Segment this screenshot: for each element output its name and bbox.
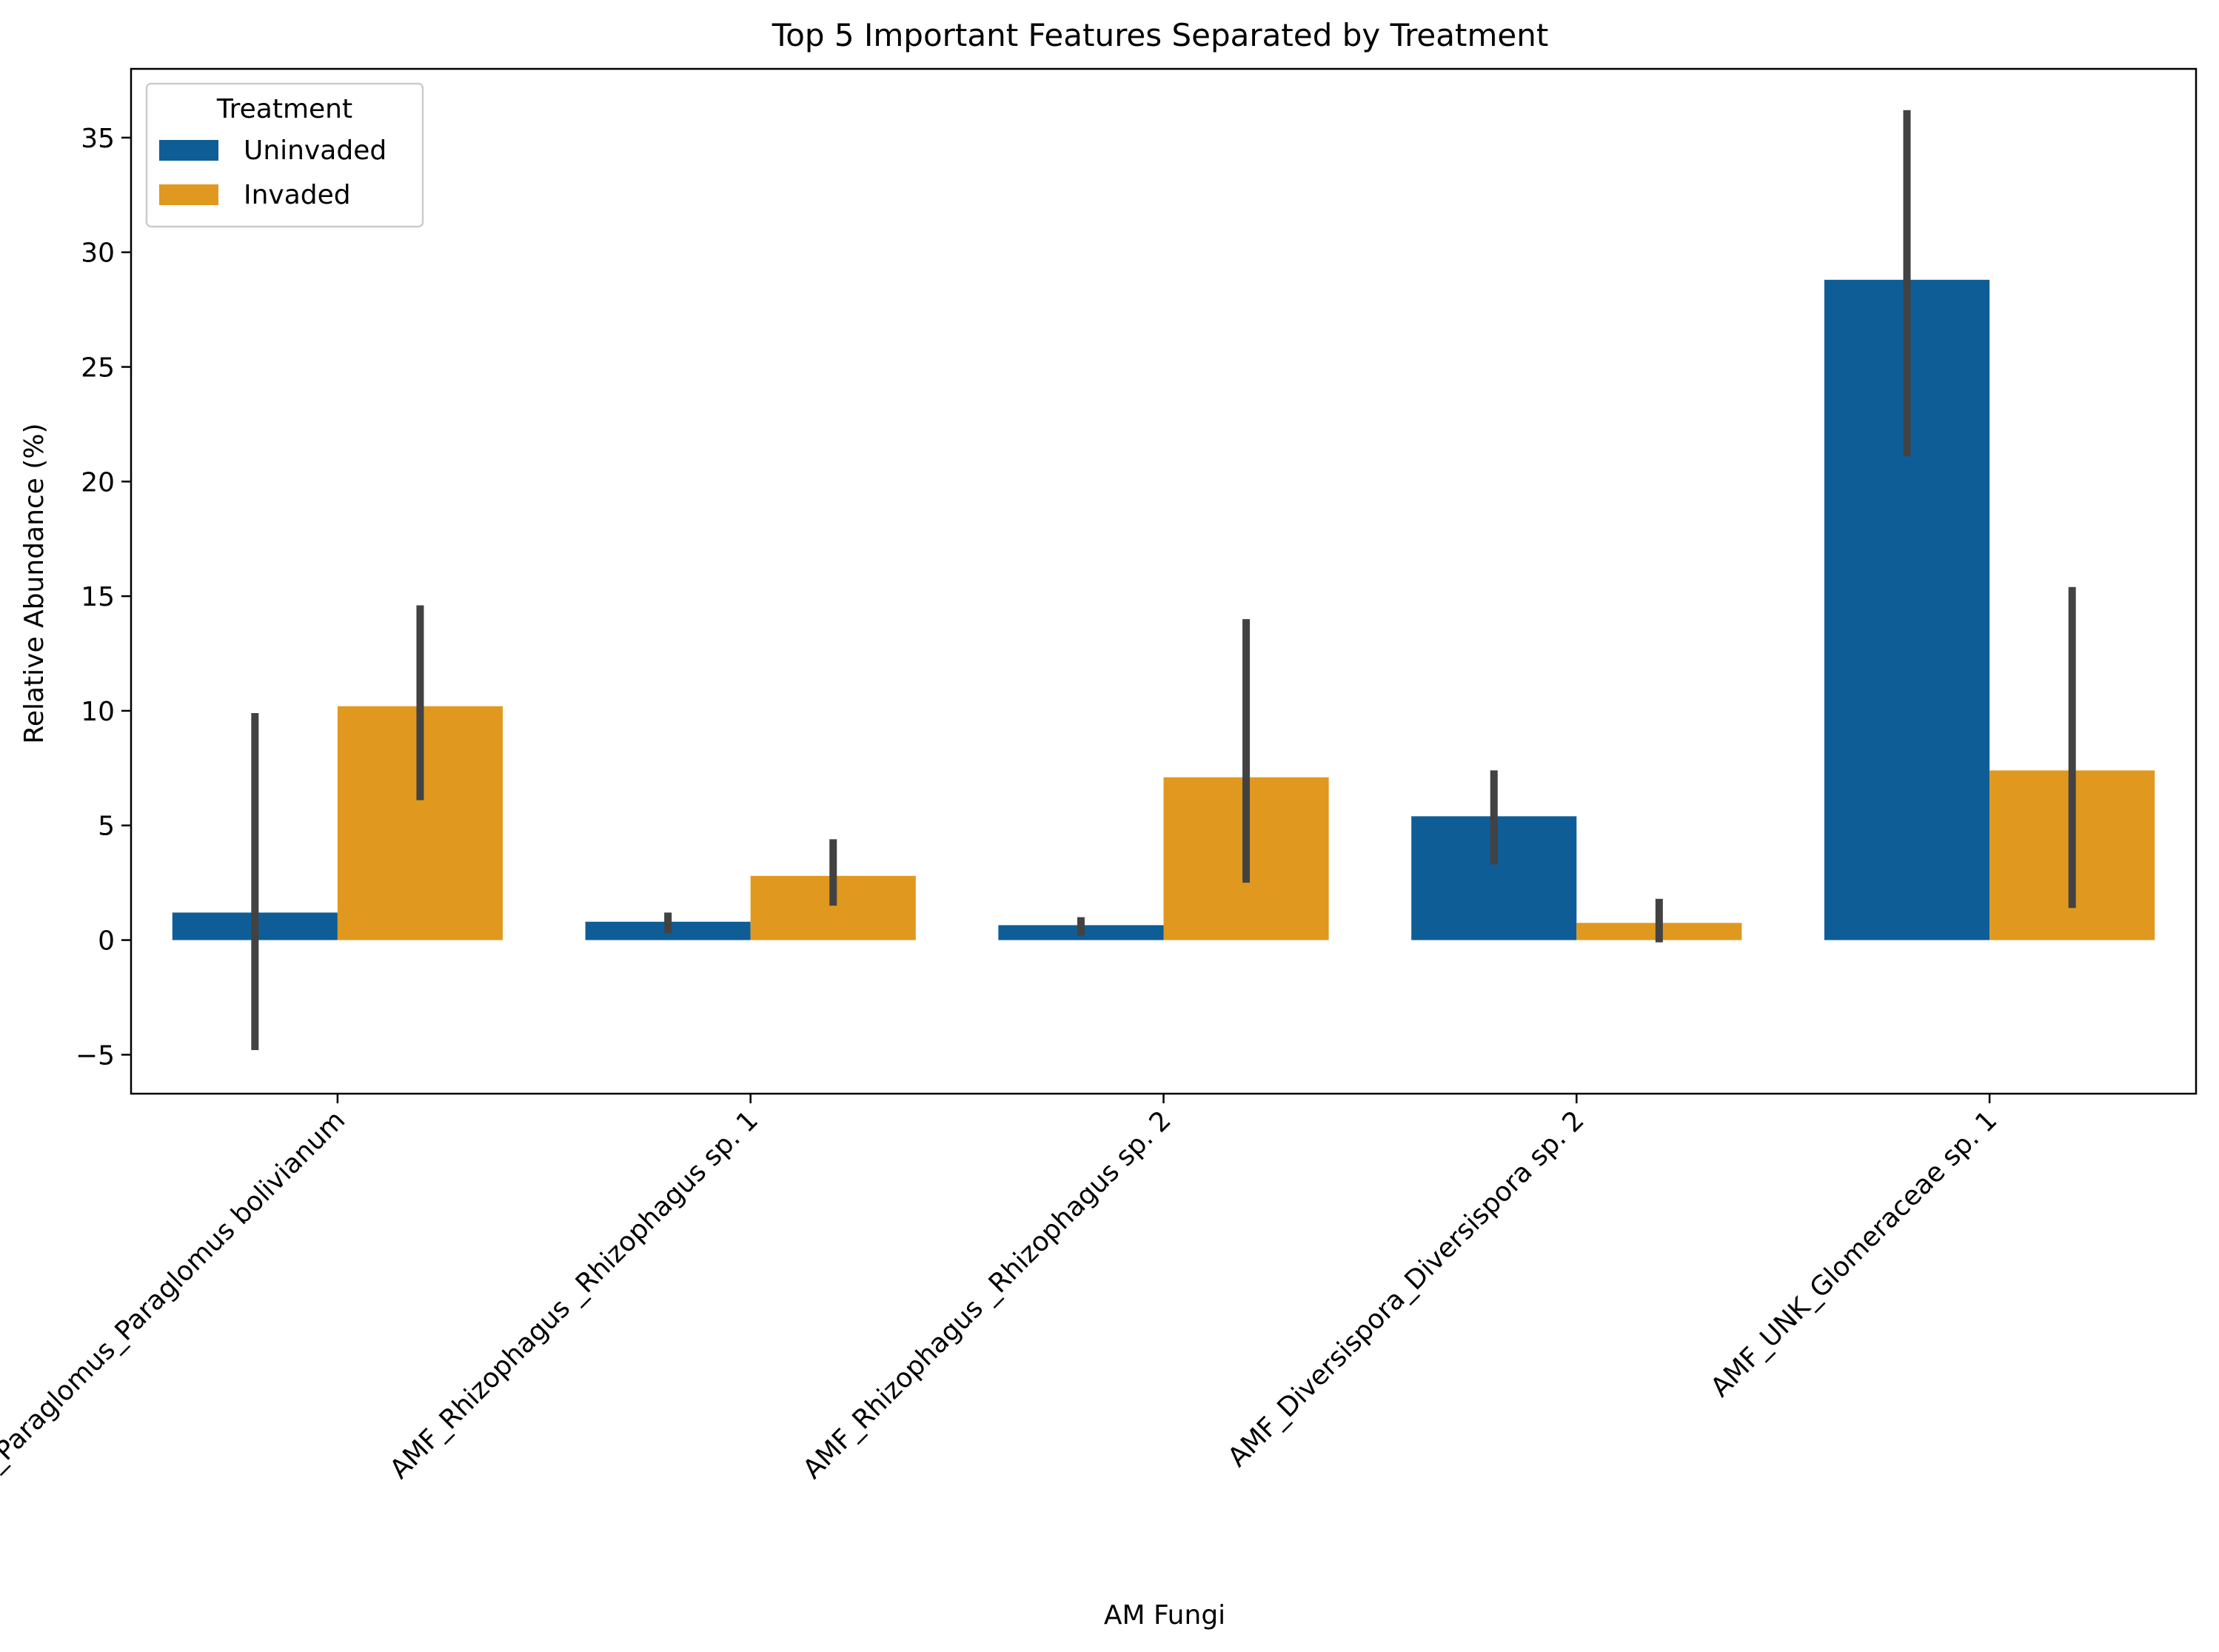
- y-tick-label: 30: [81, 238, 115, 269]
- y-tick-label: 5: [98, 812, 115, 842]
- legend: Treatment Uninvaded Invaded: [145, 82, 424, 228]
- x-axis-label: AM Fungi: [1104, 1600, 1225, 1631]
- y-tick-label: 25: [81, 353, 115, 384]
- y-tick-label: −5: [76, 1040, 115, 1071]
- legend-label-invaded: Invaded: [244, 180, 351, 210]
- y-tick-label: 0: [98, 926, 115, 957]
- legend-label-uninvaded: Uninvaded: [244, 136, 386, 166]
- legend-title: Treatment: [216, 94, 352, 124]
- y-tick-label: 20: [81, 467, 115, 498]
- y-tick-label: 15: [81, 582, 115, 612]
- chart-title: Top 5 Important Features Separated by Tr…: [772, 17, 1549, 53]
- y-tick-label: 10: [81, 697, 115, 727]
- legend-swatch-invaded: [159, 184, 218, 205]
- legend-swatch-uninvaded: [159, 140, 218, 161]
- y-axis-label: Relative Abundance (%): [19, 423, 50, 743]
- y-tick-label: 35: [81, 124, 115, 154]
